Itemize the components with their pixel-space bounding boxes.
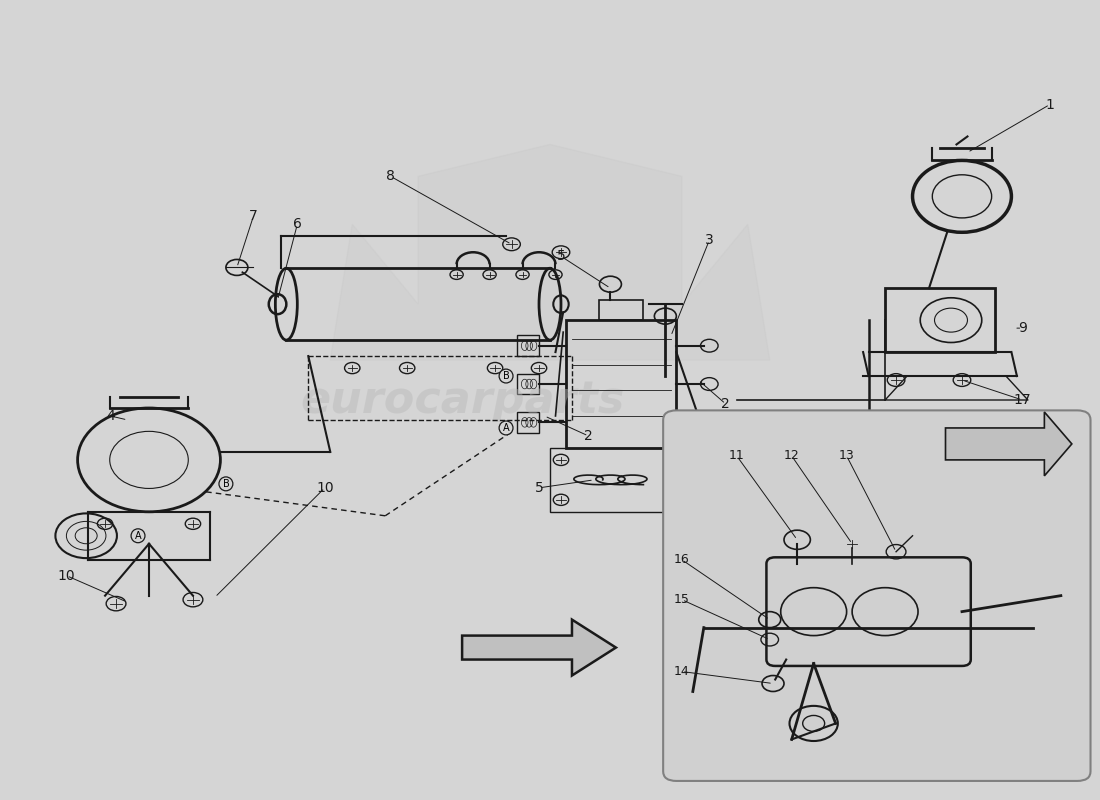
Polygon shape: [946, 412, 1071, 476]
FancyBboxPatch shape: [663, 410, 1090, 781]
Bar: [517, 335, 539, 356]
Text: 4: 4: [107, 409, 114, 423]
Text: 2: 2: [584, 429, 593, 443]
Text: 3: 3: [705, 234, 714, 247]
Text: 10: 10: [58, 569, 76, 582]
Text: B: B: [503, 371, 509, 381]
Text: 9: 9: [1018, 321, 1026, 335]
Text: 10: 10: [316, 481, 333, 495]
Text: 17: 17: [1013, 393, 1031, 407]
Bar: [600, 300, 643, 320]
Text: 7: 7: [249, 210, 257, 223]
Text: B: B: [222, 479, 229, 489]
Text: 5: 5: [535, 481, 543, 495]
Bar: [566, 320, 676, 448]
Text: 1: 1: [1045, 98, 1054, 111]
Text: 5: 5: [557, 250, 565, 263]
Polygon shape: [330, 145, 770, 360]
Text: A: A: [503, 423, 509, 433]
Text: 11: 11: [729, 450, 745, 462]
Text: 12: 12: [784, 450, 800, 462]
Bar: [550, 448, 715, 512]
Text: A: A: [134, 530, 141, 541]
Text: 2: 2: [722, 397, 730, 411]
Text: eurocarparts: eurocarparts: [300, 378, 625, 422]
Text: 15: 15: [674, 593, 690, 606]
Text: 13: 13: [838, 450, 855, 462]
Bar: [517, 374, 539, 394]
Text: 16: 16: [674, 554, 690, 566]
Text: 6: 6: [293, 218, 301, 231]
Bar: [886, 288, 994, 352]
Polygon shape: [462, 620, 616, 675]
Text: 14: 14: [674, 665, 690, 678]
Text: 8: 8: [386, 170, 395, 183]
Bar: [517, 412, 539, 433]
